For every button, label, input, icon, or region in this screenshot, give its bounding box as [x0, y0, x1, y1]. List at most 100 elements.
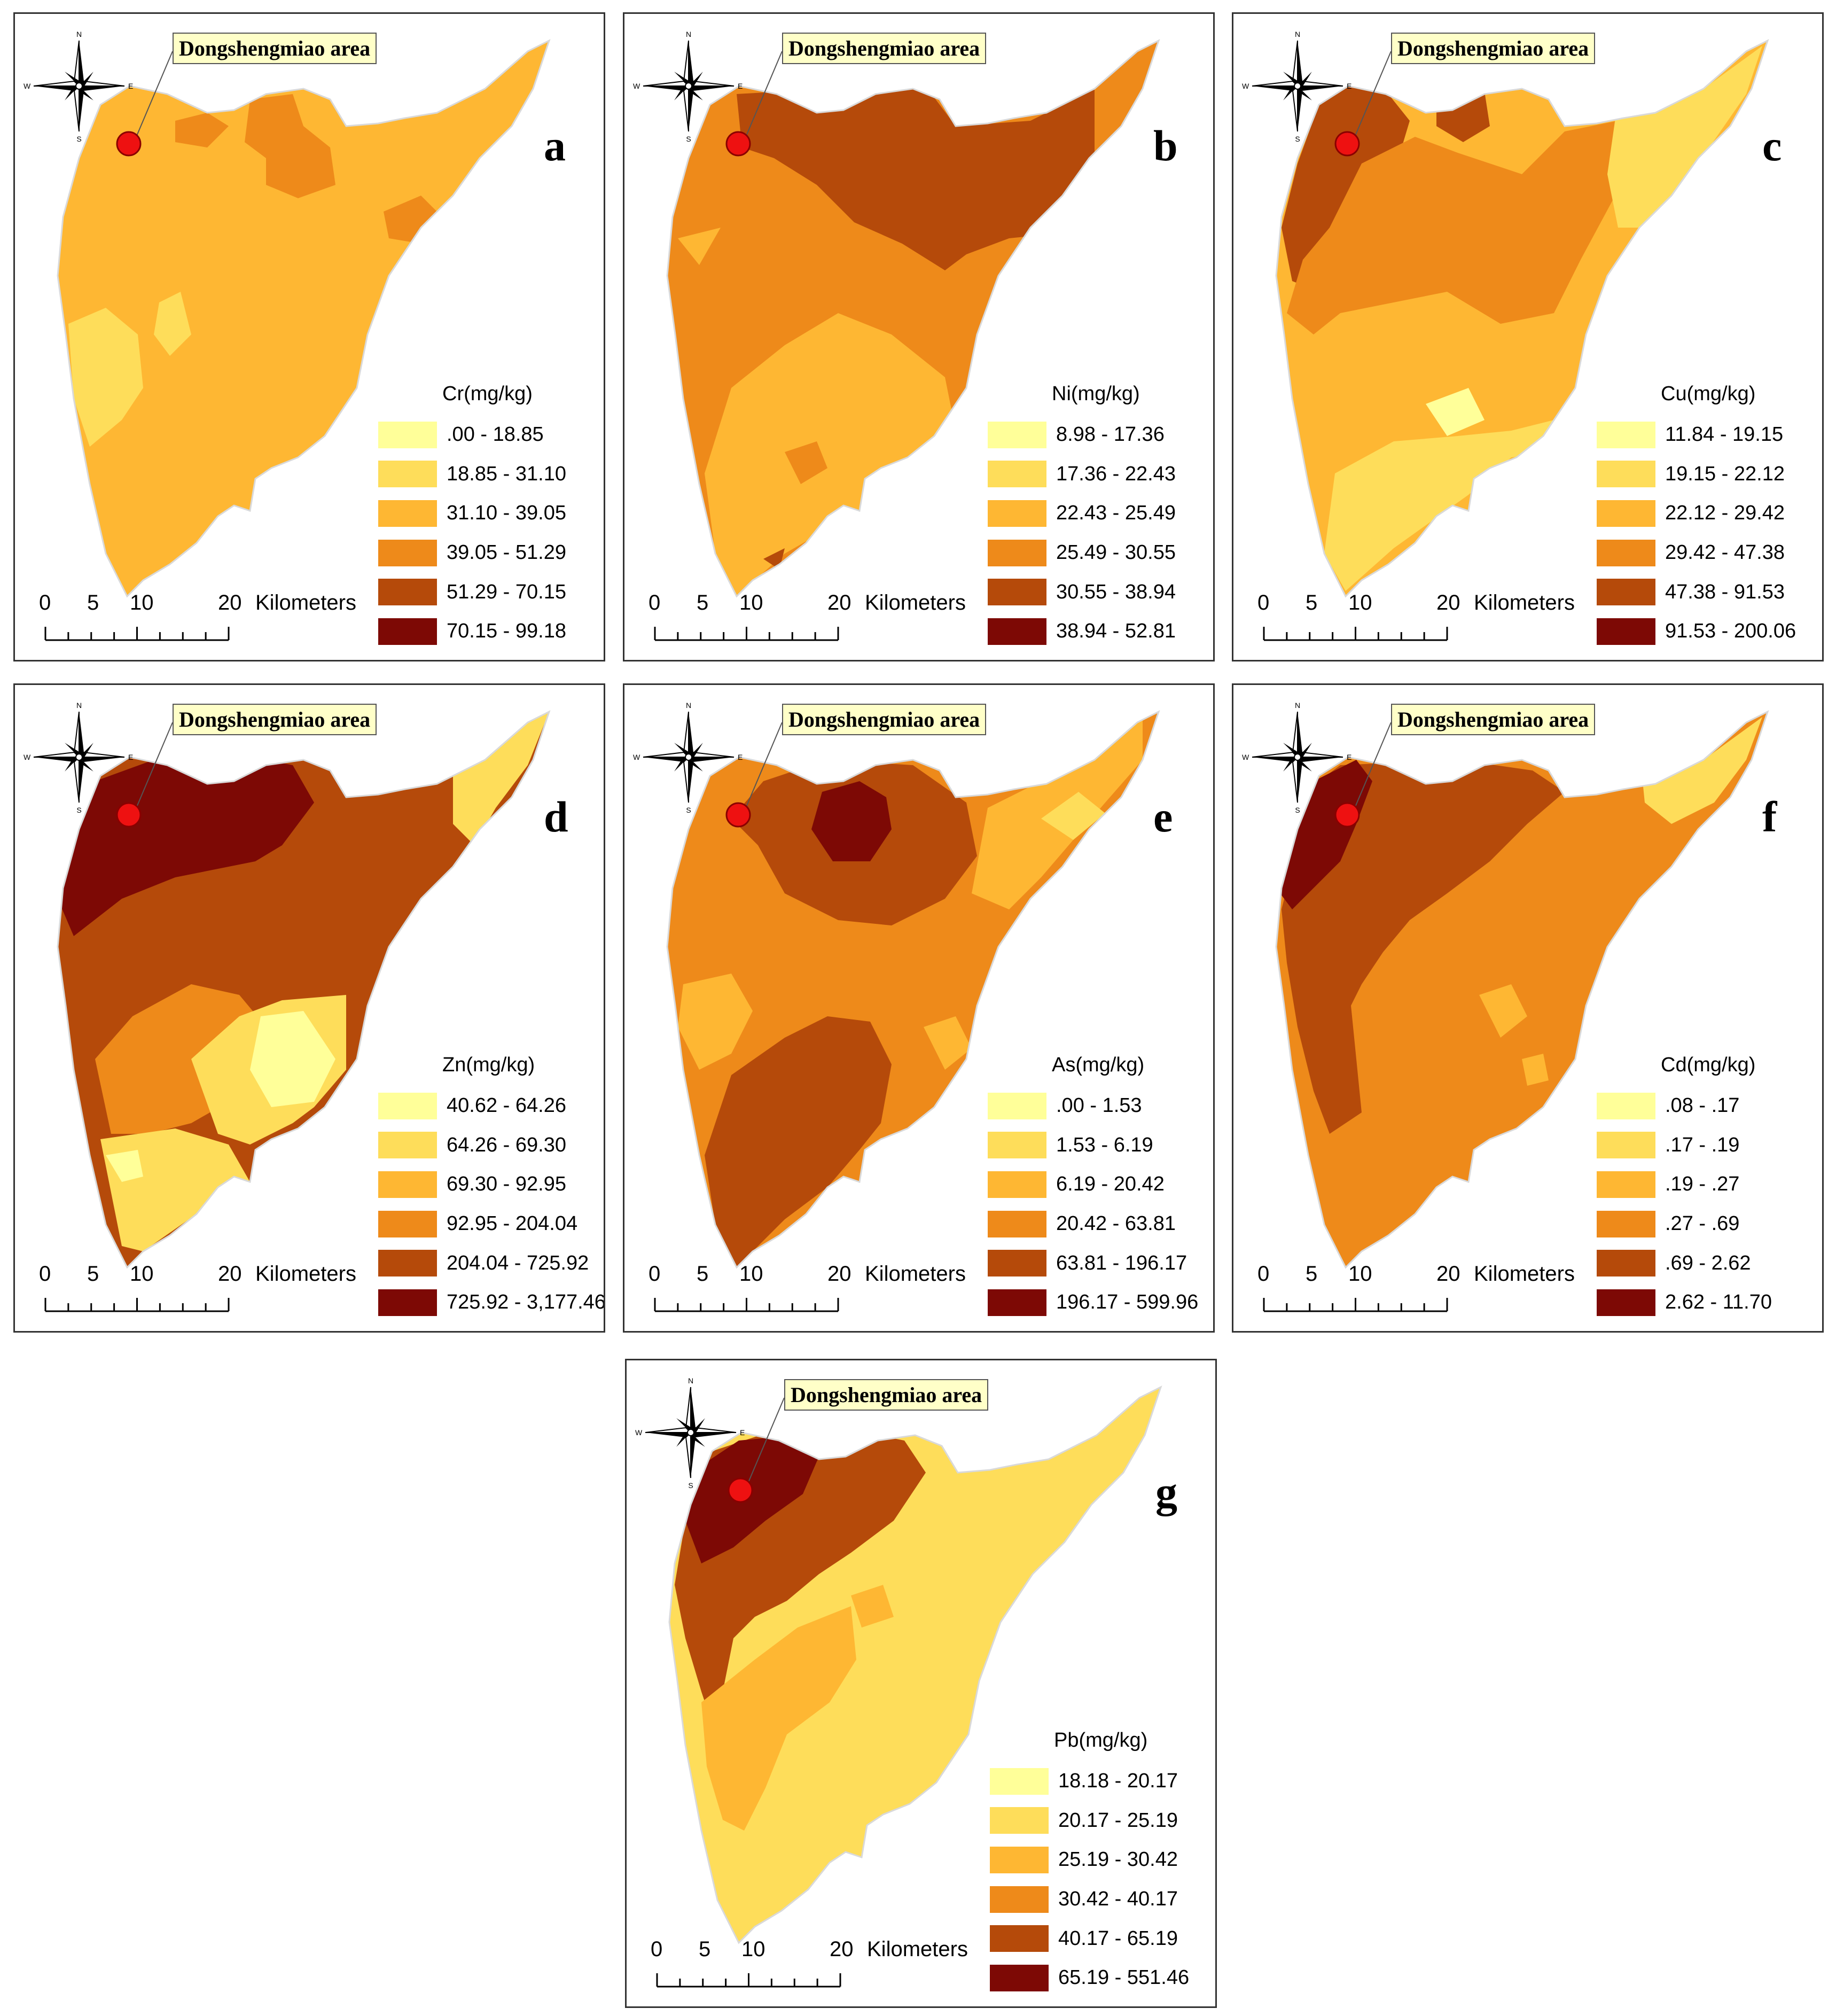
legend-item: 40.62 - 64.26	[378, 1086, 592, 1126]
compass-label-e: E	[738, 753, 743, 761]
scale-bar: 0 5 10 20 Kilometers	[649, 1262, 974, 1331]
compass-label-e: E	[1347, 753, 1351, 761]
dongshengmiao-callout-label: Dongshengmiao area	[782, 704, 987, 735]
legend-swatch	[1597, 618, 1655, 645]
compass-label-s: S	[1295, 806, 1300, 814]
legend-title: Cd(mg/kg)	[1661, 1054, 1756, 1076]
zone-class-5	[1282, 760, 1565, 1134]
panel-letter: e	[1153, 792, 1173, 841]
legend-label: 25.19 - 30.42	[1058, 1848, 1178, 1871]
legend-label: 6.19 - 20.42	[1056, 1173, 1165, 1196]
zone-class-3	[705, 313, 956, 596]
legend-label: 30.42 - 40.17	[1058, 1888, 1178, 1911]
scale-unit-label: Kilometers	[1474, 1262, 1575, 1286]
legend-label: 18.85 - 31.10	[447, 462, 566, 485]
study-area-outline	[1275, 710, 1769, 1269]
zone-class-5	[737, 83, 1095, 270]
legend-swatch	[990, 1807, 1049, 1834]
scale-tick-10: 10	[130, 1262, 154, 1286]
legend-swatch	[988, 500, 1046, 527]
zone-class-4	[785, 441, 827, 484]
scale-tick-0: 0	[1257, 1262, 1270, 1286]
compass-label-s: S	[76, 135, 81, 143]
legend-item: 725.92 - 3,177.46	[378, 1283, 604, 1322]
map-panel-a: N S E W Dongshengmiao area a Cr(mg/kg) .…	[13, 12, 605, 661]
legend-swatch	[988, 461, 1046, 488]
map-panel-g: N S E W Dongshengmiao area g Pb(mg/kg) 1…	[625, 1359, 1217, 2008]
compass-label-s: S	[1295, 135, 1300, 143]
legend-swatch	[378, 1250, 437, 1277]
scale-unit-label: Kilometers	[867, 1937, 968, 1961]
compass-label-w: W	[1242, 82, 1249, 90]
scale-tick-20: 20	[1436, 591, 1460, 614]
legend-swatch	[378, 500, 437, 527]
compass-label-e: E	[738, 82, 743, 90]
scale-tick-0: 0	[649, 1262, 661, 1286]
dongshengmiao-callout-label: Dongshengmiao area	[1391, 33, 1596, 64]
legend-label: 1.53 - 6.19	[1056, 1133, 1153, 1156]
legend-item: 38.94 - 52.81	[988, 612, 1201, 651]
compass-label-s: S	[686, 135, 691, 143]
dongshengmiao-callout-label: Dongshengmiao area	[782, 33, 987, 64]
legend-label: 204.04 - 725.92	[447, 1251, 589, 1274]
scale-bar-line	[1263, 627, 1448, 641]
compass-label-w: W	[635, 1428, 643, 1437]
compass-label-e: E	[1347, 82, 1351, 90]
compass-label-n: N	[688, 1376, 693, 1385]
zone-class-3	[851, 1585, 894, 1628]
legend-label: 29.42 - 47.38	[1665, 541, 1785, 564]
legend-item: 11.84 - 19.15	[1597, 415, 1810, 455]
legend: Cr(mg/kg) .00 - 18.85 18.85 - 31.10 31.10 …	[378, 383, 592, 651]
map-canvas: N S E W	[1242, 701, 1769, 1269]
panel-letter: c	[1762, 121, 1782, 170]
legend-swatch	[378, 579, 437, 606]
scale-tick-10: 10	[1348, 1262, 1372, 1286]
compass-label-w: W	[1242, 753, 1249, 761]
scale-tick-0: 0	[1257, 591, 1270, 614]
dongshengmiao-site-marker	[116, 802, 142, 828]
zone-class-6	[811, 781, 892, 861]
legend-title: Cr(mg/kg)	[442, 383, 533, 405]
legend-item: 40.17 - 65.19	[990, 1919, 1204, 1958]
legend-label: .08 - .17	[1665, 1094, 1740, 1117]
legend-item: 20.17 - 25.19	[990, 1801, 1204, 1841]
dongshengmiao-site-marker	[1334, 131, 1360, 157]
compass-label-n: N	[686, 30, 691, 38]
scale-tick-5: 5	[87, 591, 99, 614]
dongshengmiao-callout-label: Dongshengmiao area	[173, 33, 377, 64]
zone-class-3	[1522, 1054, 1549, 1086]
compass-label-w: W	[633, 753, 640, 761]
legend-label: .00 - 1.53	[1056, 1094, 1142, 1117]
legend-item: .69 - 2.62	[1597, 1243, 1810, 1283]
legend-label: 31.10 - 39.05	[447, 502, 566, 525]
legend-item: .00 - 1.53	[988, 1086, 1201, 1126]
zone-class-4	[1287, 121, 1618, 334]
compass-rose-icon: N S E W	[1242, 30, 1351, 143]
legend-label: 20.17 - 25.19	[1058, 1809, 1178, 1832]
legend-item: 70.15 - 99.18	[378, 612, 592, 651]
legend-swatch	[1597, 1171, 1655, 1198]
legend-label: .69 - 2.62	[1665, 1251, 1751, 1274]
legend-title: Ni(mg/kg)	[1052, 383, 1140, 405]
legend-swatch	[988, 1132, 1046, 1159]
legend-label: 22.12 - 29.42	[1665, 502, 1785, 525]
legend-item: 22.43 - 25.49	[988, 494, 1201, 533]
callout-leader-line	[1353, 722, 1392, 811]
legend-swatch	[988, 421, 1046, 448]
legend-swatch	[990, 1964, 1049, 1991]
legend-label: 17.36 - 22.43	[1056, 462, 1176, 485]
legend-swatch	[990, 1768, 1049, 1795]
legend-item: .08 - .17	[1597, 1086, 1810, 1126]
compass-rose-icon: N S E W	[635, 1376, 745, 1490]
map-panel-d: N S E W Dongshengmiao area d Zn(mg/kg) 4…	[13, 683, 605, 1333]
legend-swatch	[1597, 1250, 1655, 1277]
zone-class-3	[1479, 984, 1527, 1038]
dongshengmiao-site-marker	[725, 131, 751, 157]
legend-swatch	[988, 579, 1046, 606]
scale-tick-20: 20	[218, 591, 242, 614]
legend: Pb(mg/kg) 18.18 - 20.17 20.17 - 25.19 25.1…	[990, 1729, 1204, 1998]
legend-item: .19 - .27	[1597, 1165, 1810, 1204]
legend-swatch	[1597, 1132, 1655, 1159]
legend-item: .00 - 18.85	[378, 415, 592, 455]
zone-class-3	[701, 1606, 856, 1831]
